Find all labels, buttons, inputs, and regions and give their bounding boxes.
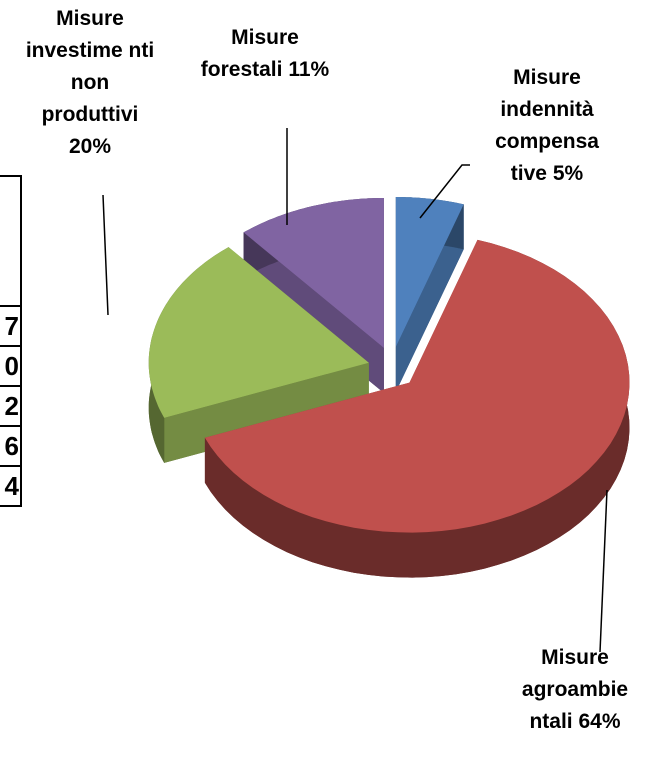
slice bbox=[243, 198, 384, 348]
leader-line bbox=[419, 164, 470, 219]
table-cell: 7 bbox=[0, 307, 20, 347]
table-header bbox=[0, 177, 20, 307]
value-label: 20% bbox=[68, 135, 112, 158]
table-cell: 0 bbox=[0, 347, 20, 387]
leader-lines bbox=[102, 128, 608, 653]
category-label: Misure agroambie ntali bbox=[521, 646, 629, 733]
table-cell: 4 bbox=[4, 471, 19, 501]
table-cell: 2 bbox=[0, 387, 20, 427]
value-label: 64% bbox=[578, 710, 621, 733]
leader-line bbox=[599, 489, 608, 653]
slice-side bbox=[395, 204, 464, 392]
slice bbox=[204, 239, 630, 533]
slice bbox=[148, 247, 369, 418]
slice bbox=[395, 197, 464, 347]
data-label: Misure forestali 11% bbox=[200, 22, 330, 86]
table-fragment: 7 0 2 6 4 bbox=[0, 175, 22, 507]
leader-line bbox=[102, 194, 109, 316]
data-label: Misure investime nti non produttivi 20% bbox=[20, 3, 160, 163]
value-label: 5% bbox=[552, 162, 584, 185]
category-label: Misure forestali bbox=[200, 26, 299, 81]
data-label: Misure indennità compensa tive 5% bbox=[478, 62, 616, 190]
category-label: Misure indennità compensa tive bbox=[495, 66, 599, 185]
table-cell: 6 bbox=[0, 427, 20, 467]
value-label: 11% bbox=[288, 58, 330, 81]
data-label: Misure agroambie ntali 64% bbox=[505, 642, 645, 738]
pie bbox=[148, 197, 630, 578]
category-label: Misure investime nti non produttivi bbox=[25, 7, 155, 126]
